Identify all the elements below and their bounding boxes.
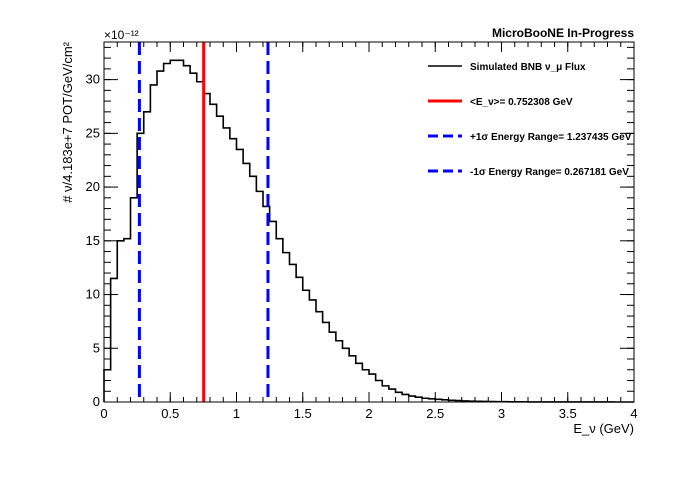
x-tick-label: 2 — [365, 406, 372, 421]
legend-label: Simulated BNB ν_μ Flux — [470, 62, 586, 73]
x-tick-label: 3 — [498, 406, 505, 421]
y-tick-label: 30 — [86, 72, 100, 87]
y-tick-label: 15 — [86, 233, 100, 248]
y-exponent-label: ×10⁻¹² — [104, 28, 139, 42]
y-tick-label: 0 — [93, 394, 100, 409]
y-tick-label: 20 — [86, 179, 100, 194]
chart-title: MicroBooNE In-Progress — [492, 26, 634, 40]
plot-layer — [103, 42, 634, 403]
x-tick-label: 1 — [233, 406, 240, 421]
x-tick-label: 3.5 — [559, 406, 577, 421]
x-axis-label: E_ν (GeV) — [573, 421, 634, 436]
legend-label: <E_ν>= 0.752308 GeV — [470, 97, 573, 108]
x-tick-label: 2.5 — [426, 406, 444, 421]
x-tick-label: 4 — [630, 406, 637, 421]
y-axis-label: # ν/4.183e+7 POT/GeV/cm² — [60, 41, 75, 202]
flux-histogram-line — [103, 59, 634, 403]
legend-label: +1σ Energy Range= 1.237435 GeV — [470, 132, 632, 143]
x-tick-label: 0.5 — [161, 406, 179, 421]
plot-frame — [103, 41, 635, 403]
legend: Simulated BNB ν_μ Flux <E_ν>= 0.752308 Ge… — [428, 62, 632, 178]
x-tick-label: 0 — [100, 406, 107, 421]
y-tick-label: 5 — [93, 340, 100, 355]
x-tick-label: 1.5 — [294, 406, 312, 421]
y-tick-label: 10 — [86, 287, 100, 302]
legend-label: -1σ Energy Range= 0.267181 GeV — [470, 167, 629, 178]
axes-layer: 0 0.5 1 1.5 2 2.5 3 3.5 4 0 5 10 15 20 25 30 — [86, 41, 638, 421]
y-tick-label: 25 — [86, 125, 100, 140]
